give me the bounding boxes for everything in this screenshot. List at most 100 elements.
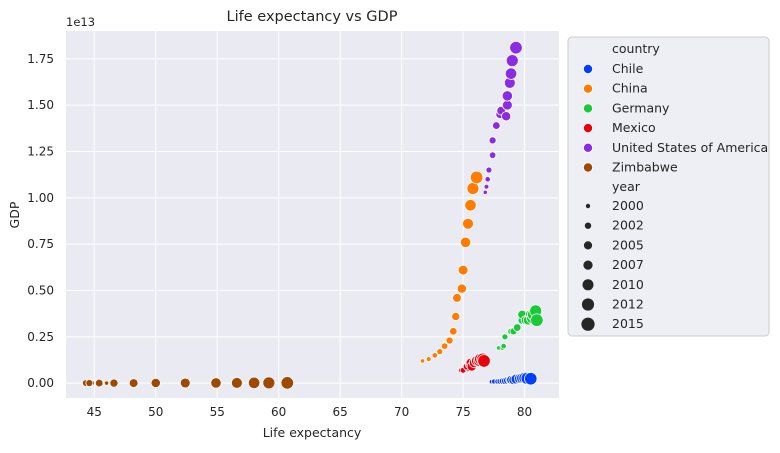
legend-size-entries: 2000 2002 2005 2007 2010 2012 2015: [581, 198, 644, 331]
chart-title: Life expectancy vs GDP: [227, 9, 398, 25]
x-tick-label: 80: [517, 405, 532, 419]
data-point: [485, 166, 493, 174]
data-point: [452, 293, 462, 303]
data-point: [150, 377, 161, 389]
legend-size-marker: [583, 260, 593, 270]
y-axis-label: GDP: [7, 201, 22, 228]
data-point: [459, 236, 472, 248]
legend-marker: [583, 83, 594, 94]
x-tick-label: 50: [148, 405, 163, 419]
x-tick-label: 60: [271, 405, 286, 419]
legend: country Chile China Germany Mexico United St…: [567, 36, 770, 337]
legend-label: United States of America: [612, 140, 768, 155]
legend-size-label: 2010: [612, 277, 644, 292]
data-point: [477, 354, 491, 368]
y-tick-label: 0.75: [27, 237, 54, 251]
legend-box: [567, 36, 770, 337]
y-tick-label: 0.00: [27, 376, 54, 390]
series-united-states-of-america: [482, 40, 523, 195]
data-point: [484, 176, 491, 183]
series-chile: [488, 371, 538, 386]
data-point: [128, 378, 139, 388]
data-point: [247, 376, 261, 390]
data-point: [210, 377, 222, 389]
data-point: [512, 323, 522, 332]
legend-size-label: 2000: [612, 198, 644, 213]
data-point: [504, 67, 518, 80]
data-point: [524, 372, 538, 386]
legend-size-marker: [581, 298, 595, 311]
legend-label: Chile: [612, 61, 644, 76]
legend-size-marker: [584, 222, 592, 229]
data-point: [492, 121, 501, 130]
legend-size-label: 2002: [612, 218, 644, 233]
plot-area: [66, 31, 559, 398]
data-point: [505, 54, 519, 68]
data-point: [231, 377, 243, 389]
data-point: [445, 336, 454, 345]
y-axis-offset-label: 1e13: [66, 15, 95, 29]
legend-size-marker: [581, 317, 595, 331]
legend-size-title: year: [612, 179, 641, 194]
series-zimbabwe: [81, 376, 294, 390]
y-tick-label: 1.75: [27, 52, 54, 66]
legend-marker: [583, 123, 594, 134]
data-point: [530, 313, 544, 327]
data-point: [462, 217, 474, 230]
legend-label: Zimbabwe: [612, 160, 678, 175]
legend-marker: [583, 64, 594, 75]
data-point: [436, 348, 444, 356]
legend-label: China: [612, 81, 648, 96]
series-mexico: [458, 352, 491, 374]
data-point: [179, 377, 191, 389]
data-point: [280, 376, 294, 390]
data-point: [419, 358, 426, 364]
legend-marker: [583, 142, 594, 153]
x-tick-label: 55: [210, 405, 225, 419]
legend-hue-entries: Chile China Germany Mexico United States of …: [583, 61, 768, 175]
legend-size-label: 2012: [612, 297, 644, 312]
data-point: [502, 99, 513, 111]
legend-size-marker: [582, 279, 594, 291]
legend-size-label: 2005: [612, 237, 644, 252]
x-tick-label: 70: [394, 405, 409, 419]
data-point: [457, 264, 469, 276]
data-point: [488, 136, 497, 145]
data-point: [501, 333, 509, 341]
y-tick-label: 0.25: [27, 330, 54, 344]
data-point: [483, 183, 490, 190]
data-point: [456, 283, 467, 294]
legend-hue-title: country: [612, 41, 660, 56]
data-point: [431, 352, 438, 359]
y-tick-label: 1.50: [27, 98, 54, 112]
data-point: [466, 182, 480, 195]
data-point: [509, 40, 523, 55]
legend-size-marker: [585, 203, 591, 209]
axis-ticks: 45 50 55 60 65 70 75 80 0.00 0.25 0.50 0.75 1.00 1.25…: [27, 52, 532, 419]
data-point: [109, 378, 119, 388]
data-point: [449, 327, 458, 336]
data-point: [94, 378, 104, 388]
y-tick-label: 1.25: [27, 144, 54, 158]
data-point: [500, 342, 507, 350]
data-point: [482, 189, 488, 195]
y-tick-label: 0.50: [27, 283, 54, 297]
series-china: [419, 170, 484, 364]
y-tick-label: 1.00: [27, 191, 54, 205]
legend-size-marker: [583, 241, 593, 250]
data-point: [501, 111, 512, 122]
data-point: [440, 342, 449, 350]
x-tick-label: 75: [455, 405, 470, 419]
data-point: [469, 170, 484, 185]
legend-size-label: 2007: [612, 257, 644, 272]
data-point: [262, 376, 276, 390]
x-tick-label: 65: [333, 405, 348, 419]
data-point: [85, 379, 94, 388]
data-point: [501, 90, 513, 102]
legend-size-label: 2015: [612, 316, 644, 331]
data-point: [451, 311, 461, 321]
series-germany: [496, 304, 544, 351]
data-point: [488, 151, 497, 159]
